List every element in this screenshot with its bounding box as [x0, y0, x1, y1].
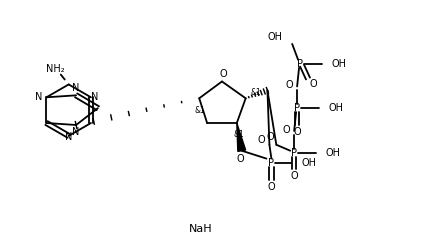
Text: P: P [268, 157, 274, 168]
Text: O: O [267, 132, 274, 142]
Text: &1: &1 [233, 130, 244, 139]
Polygon shape [237, 123, 246, 151]
Text: &1: &1 [250, 88, 261, 97]
Text: OH: OH [332, 59, 347, 69]
Text: O: O [290, 171, 298, 181]
Text: N: N [65, 132, 73, 142]
Text: OH: OH [326, 148, 341, 158]
Text: N: N [35, 92, 42, 102]
Text: OH: OH [267, 32, 282, 42]
Text: O: O [258, 135, 265, 145]
Text: O: O [267, 182, 275, 192]
Text: O: O [293, 127, 301, 137]
Text: O: O [282, 125, 290, 135]
Text: O: O [309, 79, 317, 90]
Text: &1: &1 [195, 106, 205, 115]
Text: P: P [294, 103, 300, 113]
Text: P: P [297, 59, 303, 69]
Text: O: O [219, 68, 227, 79]
Text: N: N [73, 83, 80, 93]
Text: NaH: NaH [188, 224, 212, 234]
Text: OH: OH [301, 157, 316, 168]
Text: P: P [291, 148, 297, 158]
Text: N: N [73, 127, 80, 137]
Text: N: N [91, 92, 99, 102]
Text: OH: OH [329, 103, 344, 113]
Text: NH₂: NH₂ [45, 64, 64, 74]
Text: O: O [285, 80, 293, 91]
Text: O: O [237, 154, 245, 164]
